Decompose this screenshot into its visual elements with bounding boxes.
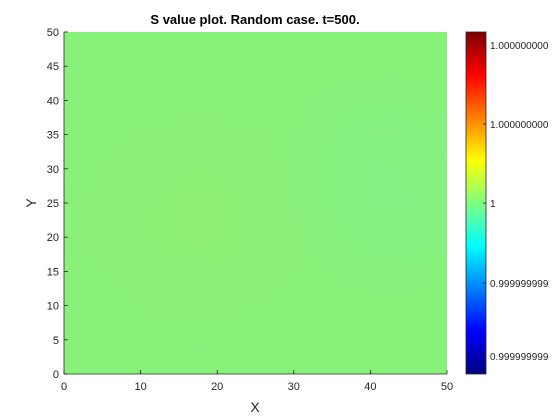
colorbar-tick-label: 0.999999999 [490,279,549,290]
x-axis: 0 10 20 30 40 50 [61,370,453,393]
chart-title: S value plot. Random case. t=500. [150,12,359,27]
y-tick-label: 20 [47,232,59,244]
heatmap-variation [64,32,447,374]
x-tick-label: 50 [441,381,453,393]
y-tick-label: 10 [47,301,59,313]
colorbar-tick-label: 1.000000000 [490,41,549,52]
colorbar-tick-label: 1 [490,199,496,210]
x-tick-label: 20 [211,381,223,393]
colorbar-tick-label: 1.000000000 [490,120,549,131]
y-tick-label: 15 [47,266,59,278]
colorbar-ticks: 1.000000000 1.000000000 1 0.999999999 0.9999… [483,41,549,363]
y-tick-label: 25 [47,198,59,210]
y-tick-label: 5 [53,335,59,347]
y-tick-label: 50 [47,27,59,39]
y-tick-label: 0 [53,369,59,381]
x-tick-label: 40 [364,381,376,393]
x-axis-label: X [250,399,260,415]
colorbar-tick-label: 0.999999999 [490,352,549,363]
y-axis-label: Y [23,198,39,208]
y-tick-label: 45 [47,61,59,73]
y-tick-label: 35 [47,130,59,142]
x-tick-label: 0 [61,381,67,393]
y-tick-label: 30 [47,164,59,176]
x-tick-label: 10 [134,381,146,393]
y-tick-label: 40 [47,95,59,107]
x-tick-label: 30 [288,381,300,393]
y-axis: 0 5 10 15 20 25 30 35 40 45 50 [47,27,68,381]
